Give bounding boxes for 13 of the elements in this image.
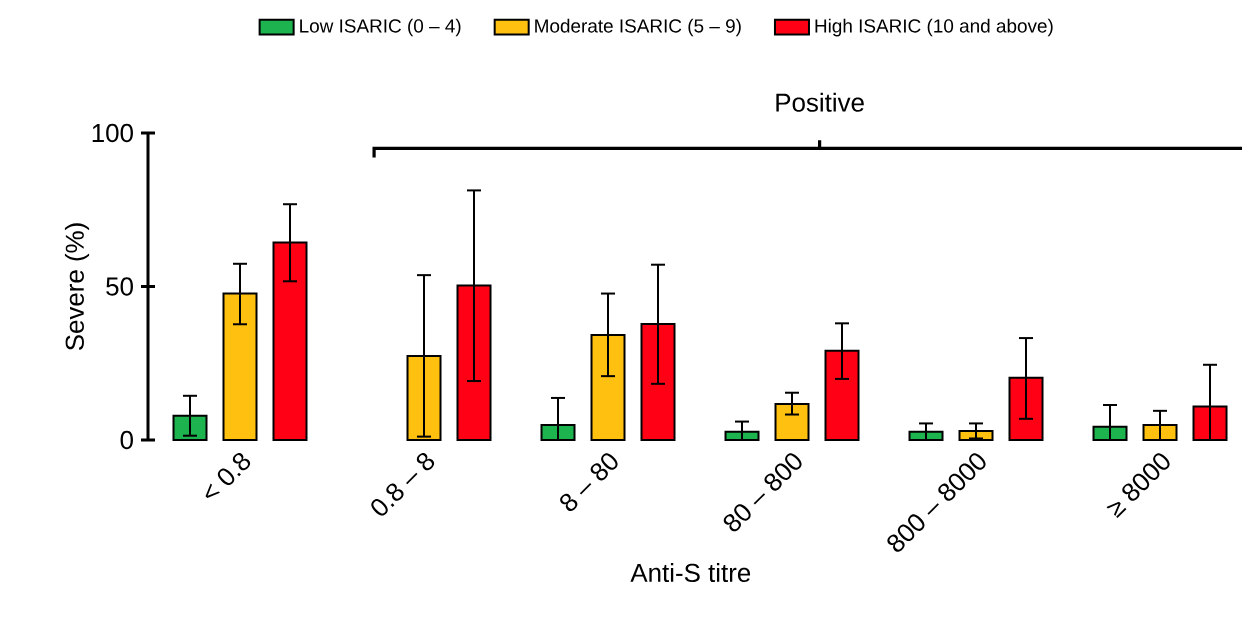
y-tick-label: 50 [106,277,133,296]
legend-label: Moderate ISARIC (5 – 9) [535,18,741,37]
legend-label: High ISARIC (10 and above) [815,18,1053,37]
y-tick-label: 100 [92,123,133,143]
legend-label: Low ISARIC (0 – 4) [300,18,461,37]
x-tick-label: 80 – 800 [723,453,802,532]
x-tick-label: 8 – 80 [560,453,618,511]
x-tick-label: 0.8 – 8 [371,453,435,516]
y-tick-label: 0 [120,430,133,450]
x-axis-title: Anti-S titre [630,563,751,583]
y-axis-title: Severe (%) [64,223,90,351]
x-tick-label: < 0.8 [205,453,251,498]
text: Positive [776,92,864,112]
